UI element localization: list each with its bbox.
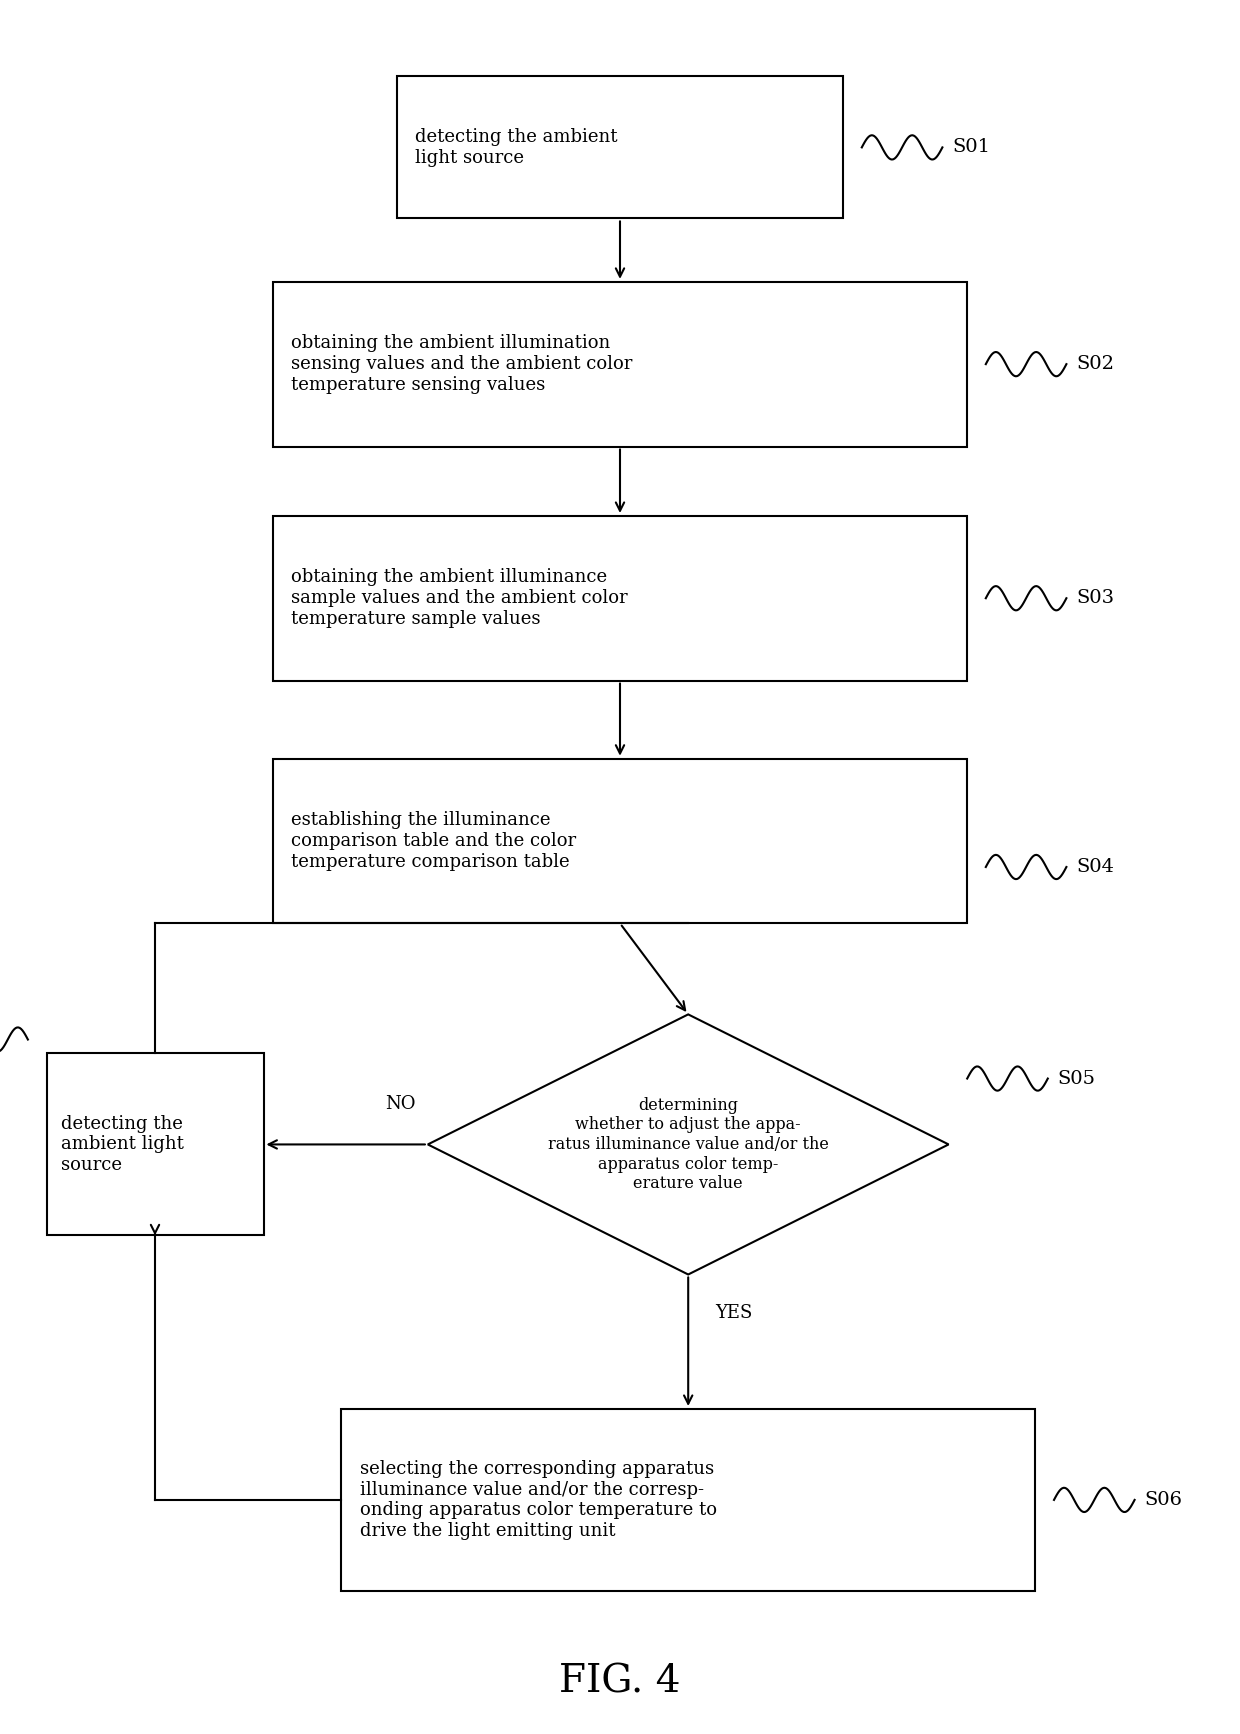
Text: S05: S05 — [1058, 1070, 1096, 1087]
Text: S04: S04 — [1076, 858, 1115, 876]
Bar — [47, 1053, 263, 1235]
Bar — [341, 1408, 1035, 1592]
Text: detecting the ambient
light source: detecting the ambient light source — [415, 128, 618, 166]
Text: S01: S01 — [952, 139, 991, 156]
Polygon shape — [428, 1014, 949, 1274]
Text: S06: S06 — [1145, 1491, 1183, 1509]
Text: FIG. 4: FIG. 4 — [559, 1663, 681, 1701]
Bar — [273, 759, 967, 922]
Text: S02: S02 — [1076, 355, 1115, 373]
Text: selecting the corresponding apparatus
illuminance value and/or the corresp-
ondi: selecting the corresponding apparatus il… — [360, 1460, 717, 1540]
Text: NO: NO — [384, 1096, 415, 1113]
Text: establishing the illuminance
comparison table and the color
temperature comparis: establishing the illuminance comparison … — [291, 812, 577, 870]
Text: obtaining the ambient illuminance
sample values and the ambient color
temperatur: obtaining the ambient illuminance sample… — [291, 569, 627, 628]
Text: obtaining the ambient illumination
sensing values and the ambient color
temperat: obtaining the ambient illumination sensi… — [291, 335, 632, 394]
Text: detecting the
ambient light
source: detecting the ambient light source — [62, 1115, 185, 1174]
Text: YES: YES — [715, 1304, 753, 1321]
Bar — [273, 281, 967, 446]
Bar — [273, 517, 967, 680]
Text: determining
whether to adjust the appa-
ratus illuminance value and/or the
appar: determining whether to adjust the appa- … — [548, 1096, 828, 1193]
Text: S03: S03 — [1076, 590, 1115, 607]
Bar — [397, 76, 843, 218]
